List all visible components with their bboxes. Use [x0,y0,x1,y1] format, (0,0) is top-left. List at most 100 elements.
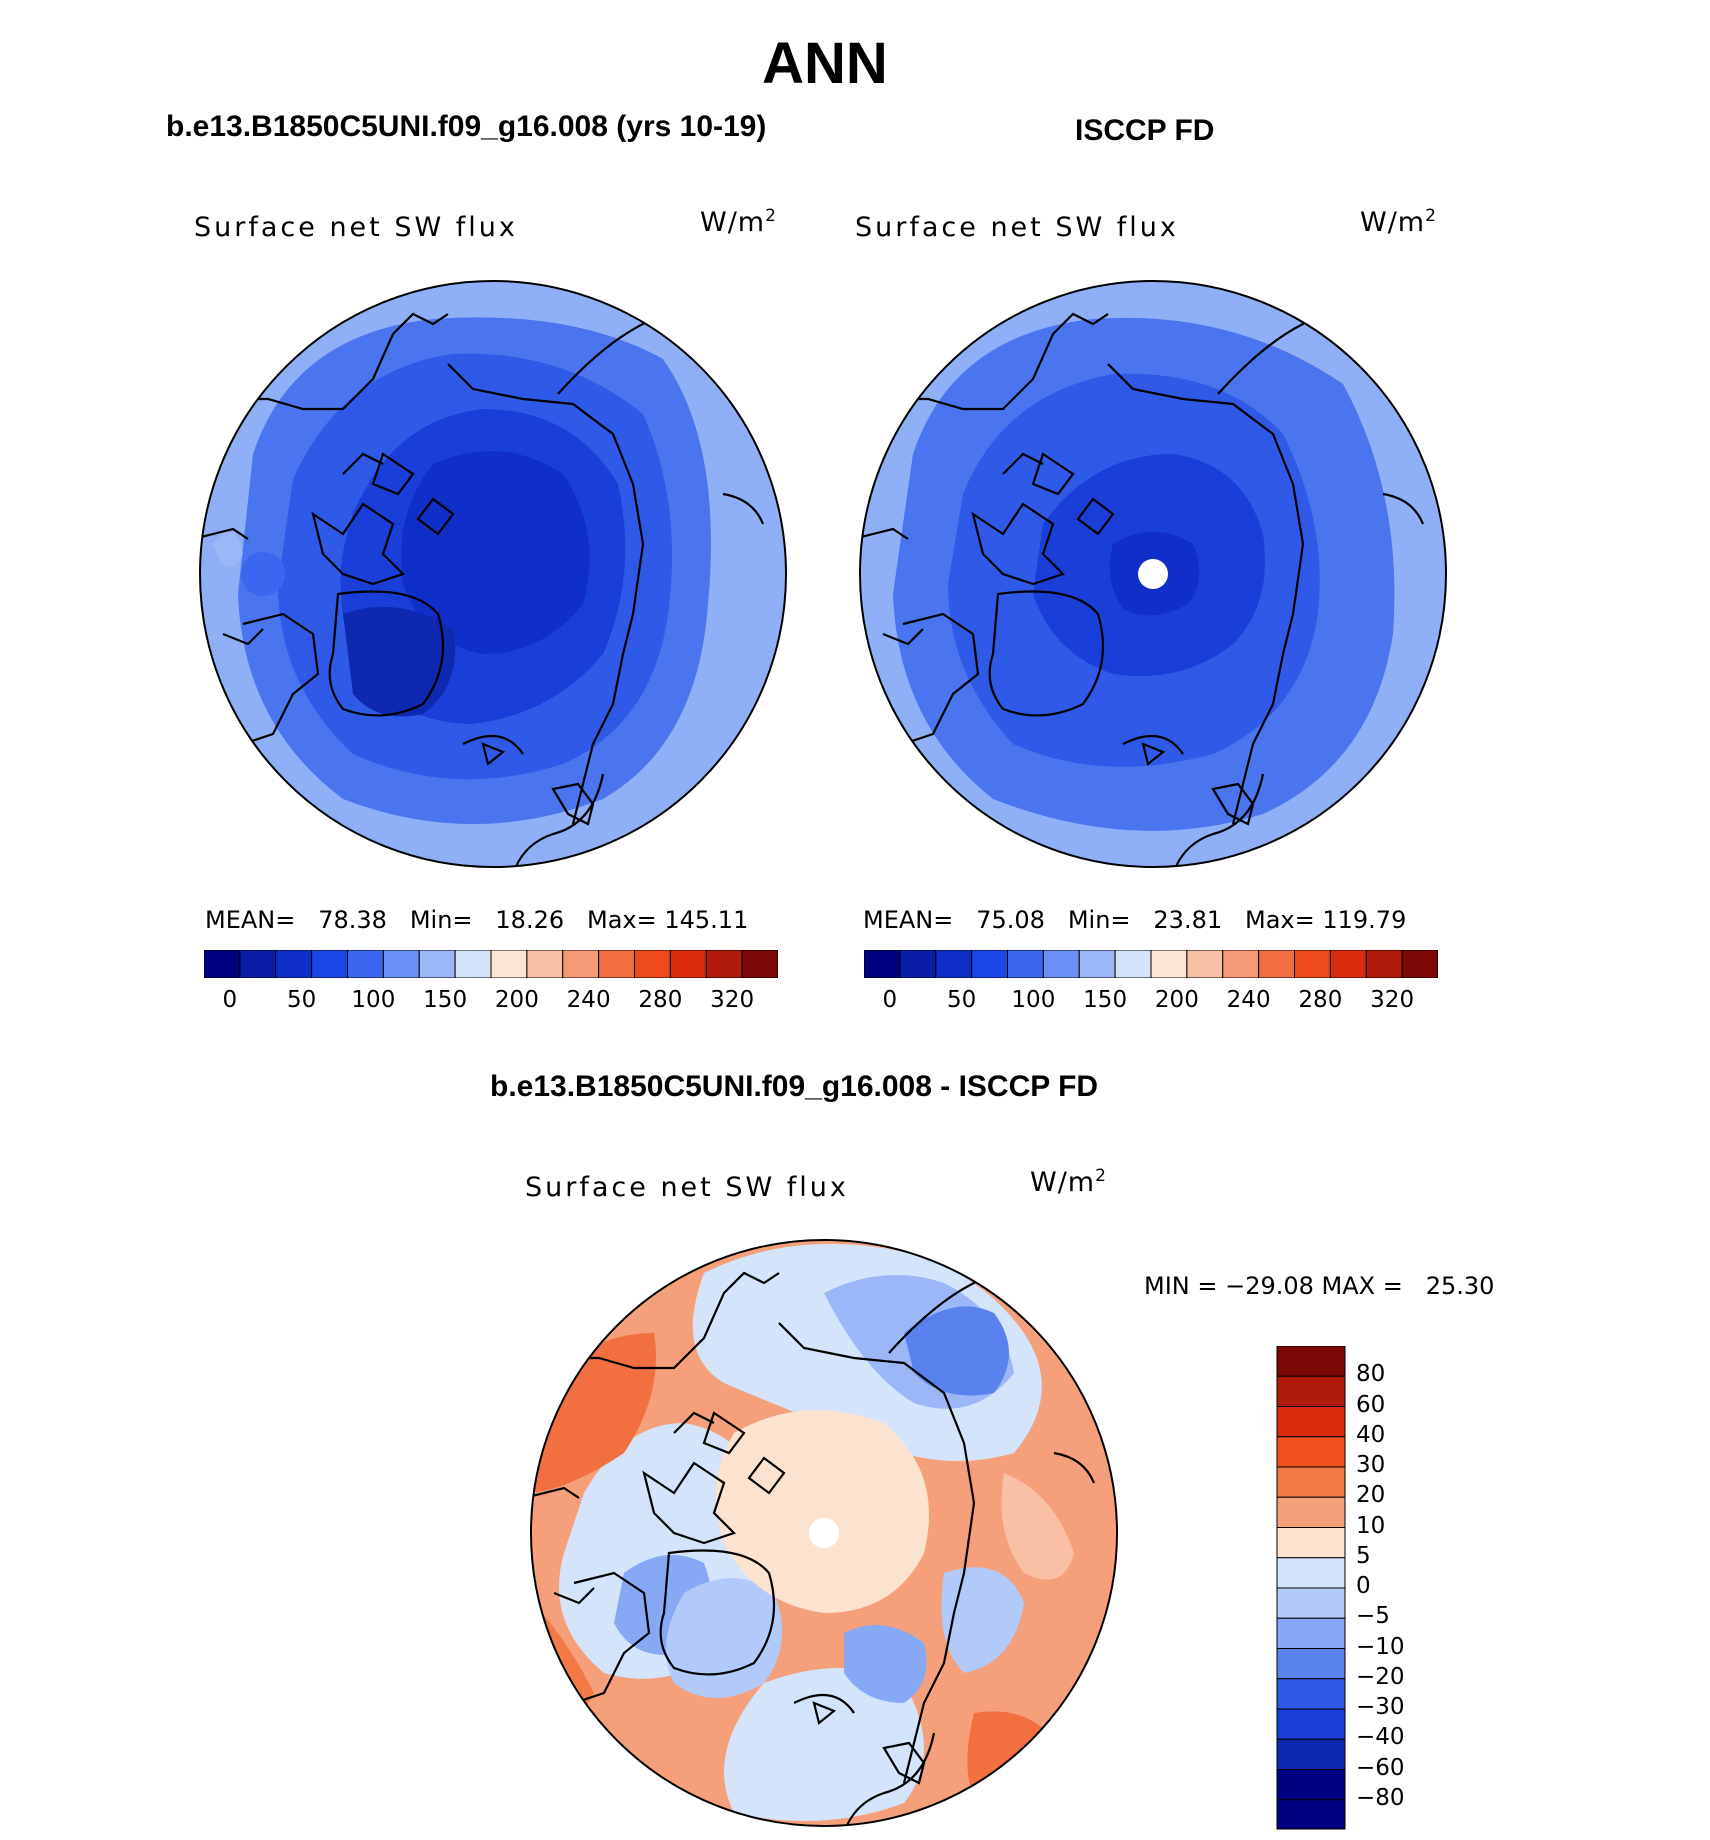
model-colorbar-tick: 50 [286,987,317,1013]
diff-panel-heading: b.e13.B1850C5UNI.f09_g16.008 - ISCCP FD [490,1070,1099,1103]
diff-colorbar-tick: −80 [1356,1784,1405,1811]
model-colorbar-tick: 100 [351,987,396,1013]
diff-colorbar [1276,1345,1346,1830]
diff-colorbar-swatch [1276,1466,1346,1498]
obs-colorbar-tick: 150 [1083,987,1128,1013]
model-colorbar-swatch [382,949,420,979]
model-variable-label: Surface net SW flux [194,212,518,243]
obs-colorbar-swatch [1294,949,1331,979]
model-colorbar-tick: 200 [494,987,539,1013]
model-colorbar-swatch [490,949,528,979]
figure-title: ANN [762,31,888,96]
obs-colorbar [863,949,1439,979]
obs-colorbar-swatch [1365,949,1403,979]
model-colorbar-swatch [562,949,600,979]
diff-colorbar-swatch [1276,1678,1346,1710]
model-colorbar-tick: 0 [222,987,238,1013]
obs-colorbar-swatch [935,949,973,979]
obs-colorbar-swatch [899,949,937,979]
obs-colorbar-tick: 280 [1298,987,1343,1013]
obs-colorbar-swatch [1258,949,1295,979]
diff-colorbar-tick: 80 [1356,1361,1386,1388]
diff-colorbar-swatch [1276,1799,1346,1830]
diff-variable-label: Surface net SW flux [525,1172,849,1203]
model-colorbar-tick: 240 [566,987,611,1013]
diff-colorbar-swatch [1276,1648,1346,1680]
model-colorbar-tick: 280 [638,987,683,1013]
diff-colorbar-swatch [1276,1738,1346,1770]
obs-colorbar-tick: 50 [946,987,977,1013]
diff-colorbar-tick: 5 [1356,1542,1371,1569]
diff-colorbar-tick: 40 [1356,1421,1386,1448]
model-colorbar-swatch [275,949,313,979]
model-stats: MEAN= 78.38 Min= 18.26 Max= 145.11 [205,906,749,934]
model-panel-heading: b.e13.B1850C5UNI.f09_g16.008 (yrs 10-19) [166,110,767,143]
diff-colorbar-swatch [1276,1375,1346,1407]
obs-colorbar-ticks: 0 50 100 150 200 240 280 320 [864,987,1438,1017]
obs-colorbar-swatch [1186,949,1224,979]
obs-colorbar-swatch [1078,949,1116,979]
diff-colorbar-tick: −60 [1356,1754,1405,1781]
obs-polar-map [859,280,1447,868]
diff-colorbar-swatch [1276,1769,1346,1801]
model-colorbar-ticks: 0 50 100 150 200 240 280 320 [204,987,778,1017]
model-units-label: W/m2 [700,206,777,238]
diff-colorbar-swatch [1276,1587,1346,1619]
diff-colorbar-tick: 60 [1356,1391,1386,1418]
obs-variable-label: Surface net SW flux [855,212,1179,243]
obs-colorbar-tick: 100 [1011,987,1056,1013]
obs-units-label: W/m2 [1360,206,1437,238]
obs-colorbar-swatch [1150,949,1188,979]
model-colorbar-tick: 320 [710,987,755,1013]
diff-polar-map [530,1239,1118,1827]
model-colorbar-swatch [526,949,564,979]
obs-panel-heading: ISCCP FD [1075,114,1215,147]
diff-colorbar-tick: −40 [1356,1724,1405,1751]
obs-colorbar-tick: 200 [1154,987,1199,1013]
diff-colorbar-tick: −10 [1356,1633,1405,1660]
diff-units-label: W/m2 [1030,1166,1107,1198]
diff-stats: MIN = −29.08 MAX = 25.30 [1144,1272,1495,1300]
diff-colorbar-tick: 30 [1356,1452,1386,1478]
obs-colorbar-swatch [1114,949,1152,979]
obs-colorbar-tick: 0 [882,987,898,1013]
diff-colorbar-ticks: 80 60 40 30 20 10 5 0 −5 −10 −20 −30 −40 −60 −80 [1356,1346,1476,1830]
diff-colorbar-tick: −30 [1356,1694,1405,1720]
model-colorbar-swatch [239,949,277,979]
diff-colorbar-tick: 10 [1356,1512,1386,1539]
model-colorbar-swatch [203,949,241,979]
model-colorbar-swatch [634,949,671,979]
model-colorbar-swatch [705,949,743,979]
obs-colorbar-swatch [1007,949,1044,979]
diff-colorbar-swatch [1276,1345,1346,1377]
diff-colorbar-swatch [1276,1406,1346,1438]
diff-colorbar-swatch [1276,1436,1346,1468]
model-colorbar-swatch [311,949,348,979]
obs-colorbar-swatch [1042,949,1080,979]
diff-colorbar-swatch [1276,1708,1346,1740]
model-colorbar-swatch [669,949,707,979]
obs-colorbar-swatch [863,949,901,979]
obs-colorbar-tick: 240 [1226,987,1271,1013]
model-colorbar-swatch [347,949,384,979]
diff-colorbar-swatch [1276,1617,1346,1649]
obs-colorbar-swatch [1401,949,1439,979]
model-colorbar-tick: 150 [423,987,468,1013]
model-colorbar-swatch [418,949,456,979]
model-colorbar-swatch [454,949,492,979]
obs-colorbar-swatch [1329,949,1367,979]
obs-stats: MEAN= 75.08 Min= 23.81 Max= 119.79 [863,906,1407,934]
model-polar-map [199,280,787,868]
obs-colorbar-tick: 320 [1370,987,1415,1013]
diff-colorbar-swatch [1276,1496,1346,1528]
model-colorbar-swatch [598,949,635,979]
model-colorbar-swatch [741,949,779,979]
diff-colorbar-tick: −5 [1356,1603,1390,1630]
diff-colorbar-swatch [1276,1557,1346,1589]
diff-colorbar-tick: 0 [1356,1573,1371,1599]
obs-colorbar-swatch [971,949,1008,979]
model-colorbar [203,949,779,979]
obs-colorbar-swatch [1222,949,1260,979]
diff-colorbar-tick: −20 [1356,1663,1405,1690]
diff-colorbar-swatch [1276,1527,1346,1559]
